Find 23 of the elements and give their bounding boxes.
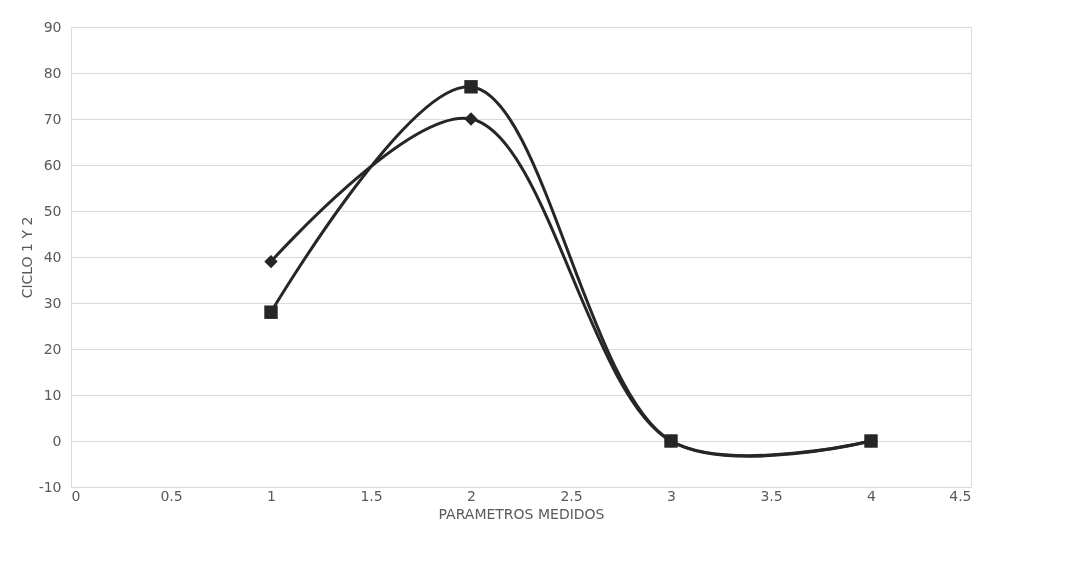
x-tick-label: 3.5: [760, 487, 783, 504]
y-tick-label: 50: [43, 202, 62, 219]
y-tick-label: 60: [43, 156, 62, 173]
y-tick-label: 30: [43, 294, 62, 311]
x-tick-label: 4: [867, 487, 877, 504]
y-tick-label: 90: [43, 18, 62, 35]
y-tick-label: 10: [43, 386, 62, 403]
y-tick-label: 0: [52, 432, 62, 449]
x-axis-title: PARAMETROS MEDIDOS: [438, 505, 605, 522]
y-tick-label: -10: [38, 478, 62, 495]
y-tick-label: 70: [43, 110, 62, 127]
x-tick-label: 1.5: [360, 487, 383, 504]
x-tick-label: 1: [267, 487, 276, 504]
x-tick-label: 3: [667, 487, 676, 504]
y-tick-label: 40: [43, 248, 62, 265]
x-tick-label: 0: [71, 487, 81, 504]
y-tick-label: 80: [43, 64, 62, 81]
x-tick-label: 2: [467, 487, 476, 504]
y-axis-title: CICLO 1 Y 2: [18, 216, 35, 299]
x-tick-label: 2.5: [560, 487, 583, 504]
y-tick-label: 20: [43, 340, 62, 357]
x-tick-label: 4.5: [949, 487, 972, 504]
x-tick-label: 0.5: [160, 487, 183, 504]
